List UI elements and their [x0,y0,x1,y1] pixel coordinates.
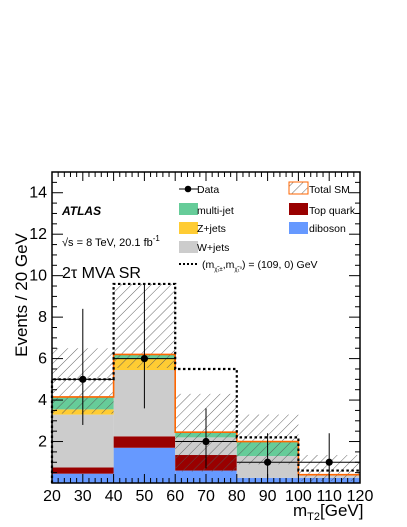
y-axis: 2 4 6 8 10 12 14 [29,181,360,474]
data-points [52,283,360,479]
experiment-label: ATLAS [61,204,101,218]
legend-data-label: Data [197,184,219,196]
region-label: 2τ MVA SR [62,265,141,282]
legend-multijet-label: multi-jet [197,205,234,217]
signal-histogram [50,282,360,483]
y-tick-label: 2 [38,434,47,451]
legend-zjets-label: Z+jets [197,223,226,235]
legend-multijet: multi-jet [179,203,234,217]
x-tick-label: 40 [105,488,123,505]
y-tick-label: 10 [29,268,47,285]
data-point-4 [325,458,333,466]
legend-total-sm-label: Total SM [309,184,350,196]
legend-signal-label: (mχ̃₁±,mχ̃₁⁰) = (109, 0) GeV [202,259,318,273]
y-tick-label: 12 [29,226,47,243]
legend-wjets-label: W+jets [197,242,229,254]
x-tick-label: 80 [228,488,246,505]
x-tick-label: 120 [347,488,374,505]
legend-wjets: W+jets [179,241,229,254]
signal-line [50,282,360,483]
x-tick-label: 70 [197,488,215,505]
legend-diboson-label: diboson [309,223,346,235]
y-tick-label: 4 [38,392,47,409]
legend-data: Data [179,184,219,196]
x-tick-label: 60 [166,488,184,505]
data-point-3 [264,458,272,466]
x-tick-label: 90 [259,488,277,505]
x-tick-label: 50 [136,488,154,505]
y-tick-label: 6 [38,351,47,368]
x-tick-label: 30 [74,488,92,505]
y-tick-label: 8 [38,309,47,326]
x-tick-label: 20 [43,488,61,505]
x-tick-label: 100 [285,488,312,505]
data-point-2 [202,437,210,446]
y-axis-title: Events / 20 GeV [12,232,31,356]
legend-top-quark: Top quark [289,203,356,217]
legend-total-sm: Total SM [288,181,350,196]
y-tick-label: 14 [29,185,47,202]
legend-signal: (mχ̃₁±,mχ̃₁⁰) = (109, 0) GeV [179,259,318,273]
x-axis: 20 30 40 50 60 70 80 90 100 110 120 [43,172,373,505]
x-tick-label: 110 [316,488,342,505]
legend: Data multi-jet Z+jets W+jets (mχ̃₁±,mχ̃₁… [179,181,356,273]
x-axis-title: mT2[GeV] [293,501,363,523]
data-point-1 [140,355,148,363]
data-point-0 [79,375,87,383]
energy-lumi-label: √s = 8 TeV, 20.1 fb-1 [62,234,160,249]
legend-zjets: Z+jets [179,222,226,235]
legend-diboson: diboson [289,222,346,235]
bar-top-quark-1 [113,436,176,448]
legend-top-quark-label: Top quark [309,205,356,217]
bar-top-quark-0 [52,467,114,474]
